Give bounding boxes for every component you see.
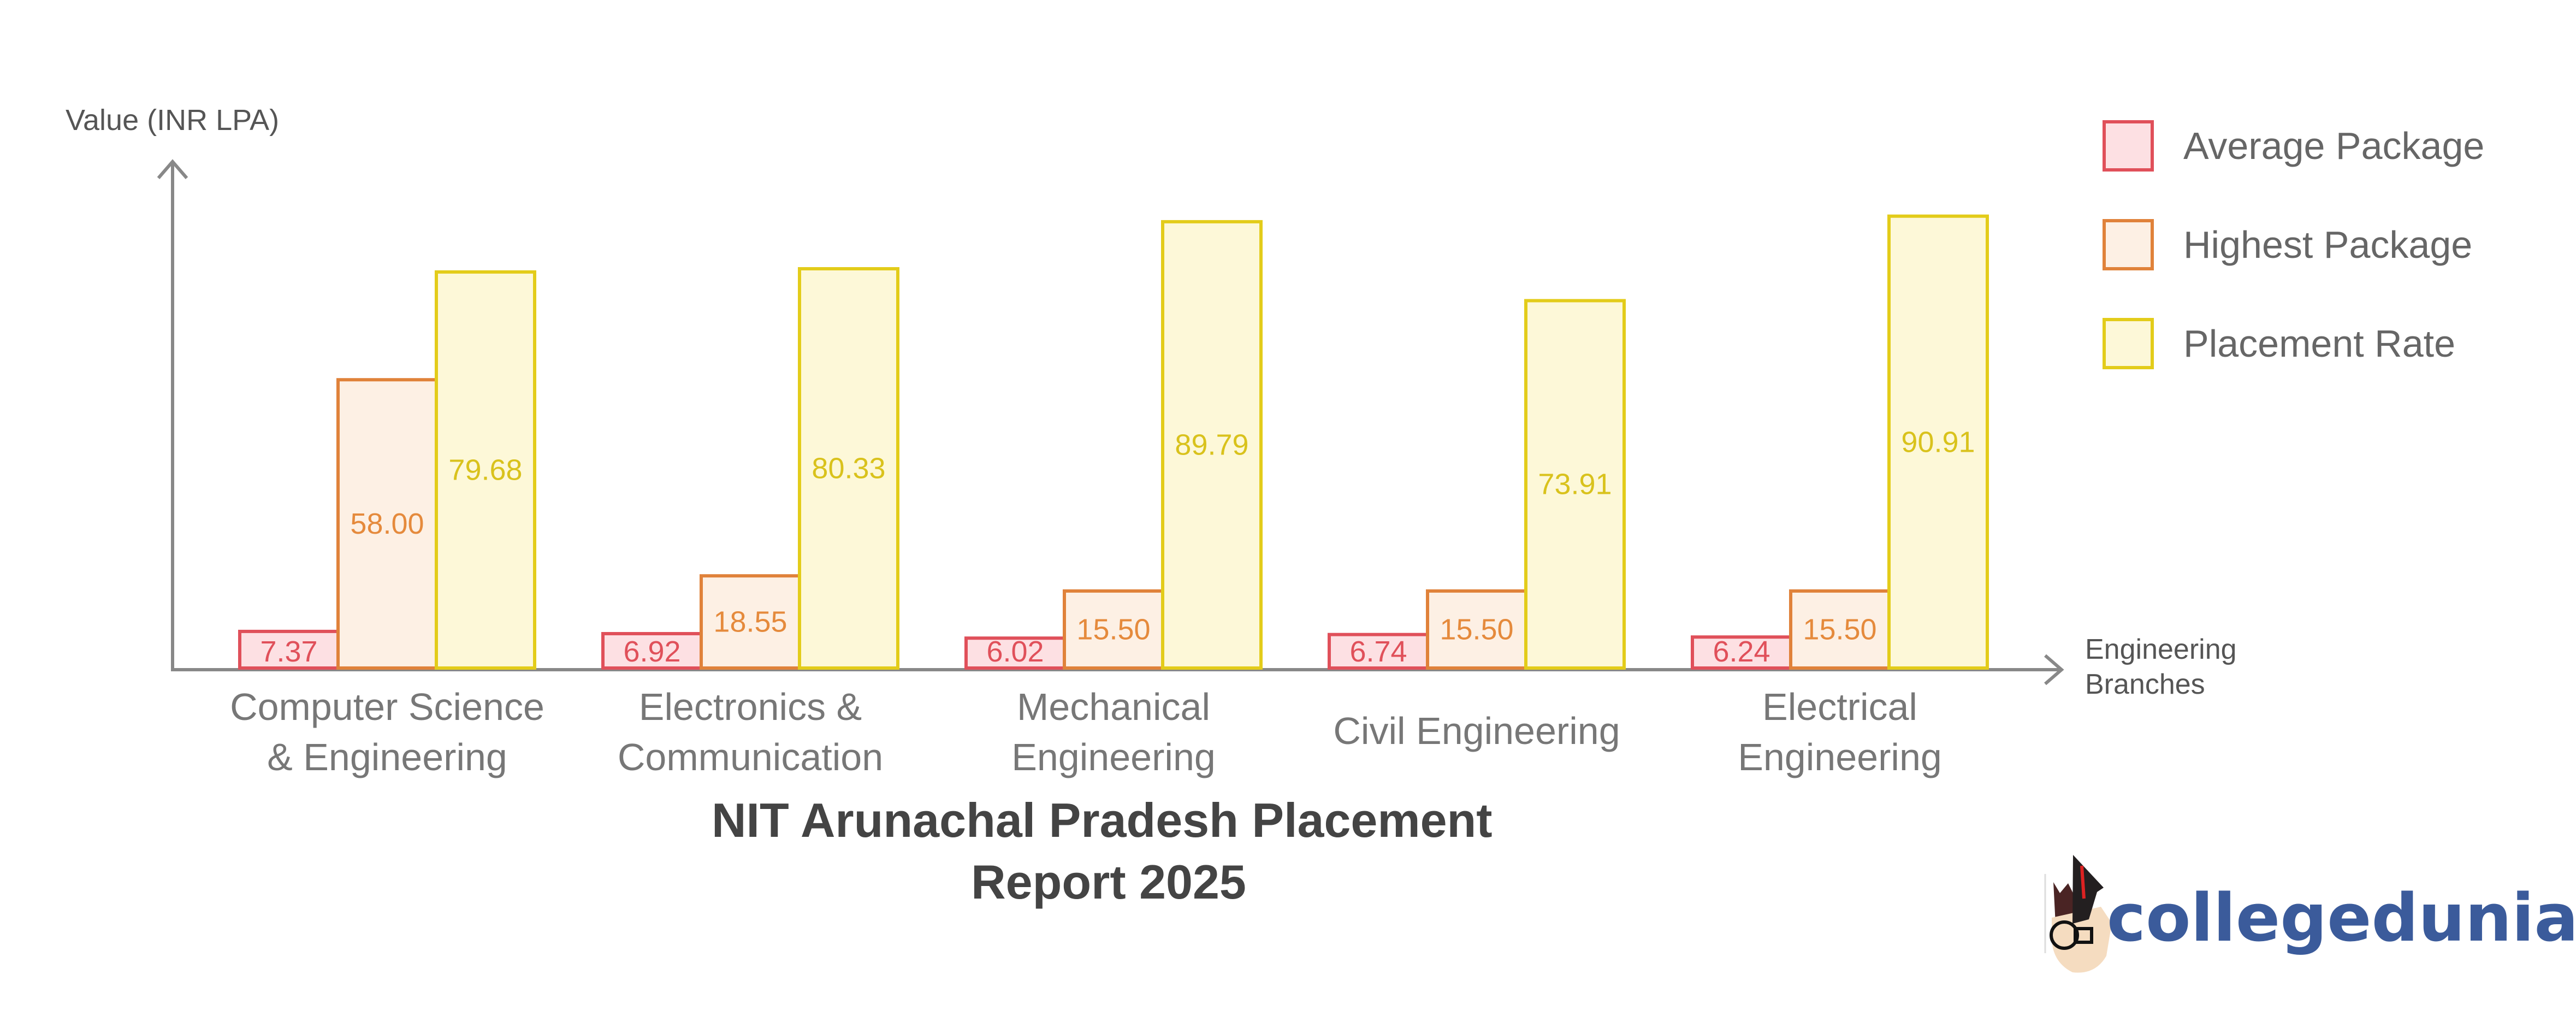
logo-text: collegedunia <box>2107 881 2576 956</box>
data-label: 15.50 <box>1076 613 1150 646</box>
data-label: 80.33 <box>812 452 885 485</box>
data-label: 79.68 <box>448 453 522 486</box>
data-label: 6.02 <box>986 635 1044 668</box>
category-labels: Computer Science & Engineering Electronics… <box>230 686 1942 778</box>
bars: 7.37 58.00 79.68 6.92 18.55 80.33 6.02 15.50 89.… <box>238 214 1989 670</box>
legend-item: Average Package <box>2103 120 2484 172</box>
bar-placement-rate <box>1524 299 1626 670</box>
category-label: Mechanical Engineering <box>1011 686 1216 778</box>
category-label-line: & Engineering <box>267 736 507 778</box>
y-axis-label: Value (INR LPA) <box>66 104 279 137</box>
category-label: Civil Engineering <box>1333 710 1620 752</box>
data-label: 15.50 <box>1803 613 1876 646</box>
chart-title: NIT Arunachal Pradesh Placement Report 2… <box>712 793 1506 909</box>
bar-highest-package <box>1426 589 1527 670</box>
bar-placement-rate <box>1161 220 1263 670</box>
chart-title-line: Report 2025 <box>971 855 1246 909</box>
legend-swatch <box>2103 318 2154 369</box>
category-label-line: Computer Science <box>230 686 544 728</box>
x-axis-label: Engineering Branches <box>2085 634 2245 700</box>
category-label-line: Engineering <box>1011 736 1216 778</box>
bar-highest-package <box>336 378 438 670</box>
data-label: 58.00 <box>350 507 424 540</box>
bar-average-package <box>1328 633 1429 670</box>
category-label-line: Mechanical <box>1017 686 1210 728</box>
legend-item: Placement Rate <box>2103 318 2455 369</box>
data-label: 6.24 <box>1713 635 1770 668</box>
legend-swatch <box>2103 219 2154 270</box>
x-axis-label-line: Branches <box>2085 669 2205 700</box>
category-label-line: Electronics & <box>639 686 862 728</box>
bar-placement-rate <box>798 267 899 670</box>
data-label: 73.91 <box>1538 468 1612 501</box>
y-axis-arrow-icon <box>157 159 188 179</box>
category-label-line: Communication <box>618 736 883 778</box>
legend-label: Highest Package <box>2183 223 2472 266</box>
bar-placement-rate <box>435 270 536 670</box>
legend: Average Package Highest Package Placement … <box>2103 120 2484 369</box>
legend-label: Placement Rate <box>2183 322 2455 365</box>
x-axis-arrow-icon <box>2044 654 2064 686</box>
data-label: 7.37 <box>260 635 317 668</box>
data-label: 90.91 <box>1901 426 1975 458</box>
category-label: Electrical Engineering <box>1738 686 1942 778</box>
legend-swatch <box>2103 120 2154 172</box>
data-label: 6.74 <box>1349 635 1407 668</box>
data-label: 18.55 <box>713 606 787 639</box>
data-label: 89.79 <box>1175 428 1248 461</box>
category-label: Electronics & Communication <box>618 686 883 778</box>
category-label-line: Electrical <box>1762 686 1917 728</box>
category-label-line: Civil Engineering <box>1333 710 1620 752</box>
category-label-line: Engineering <box>1738 736 1942 778</box>
x-axis-label-line: Engineering <box>2085 634 2237 665</box>
data-label: 15.50 <box>1440 613 1513 646</box>
collegedunia-logo: collegedunia <box>2044 855 2576 973</box>
mascot-icon <box>2050 855 2112 973</box>
chart-title-line: NIT Arunachal Pradesh Placement <box>712 793 1493 847</box>
legend-label: Average Package <box>2183 125 2484 167</box>
legend-item: Highest Package <box>2103 219 2472 270</box>
bar-average-package <box>238 629 340 670</box>
data-label: 6.92 <box>623 635 680 668</box>
bar-placement-rate <box>1887 214 1989 670</box>
category-label: Computer Science & Engineering <box>230 686 544 778</box>
y-axis <box>157 159 188 670</box>
